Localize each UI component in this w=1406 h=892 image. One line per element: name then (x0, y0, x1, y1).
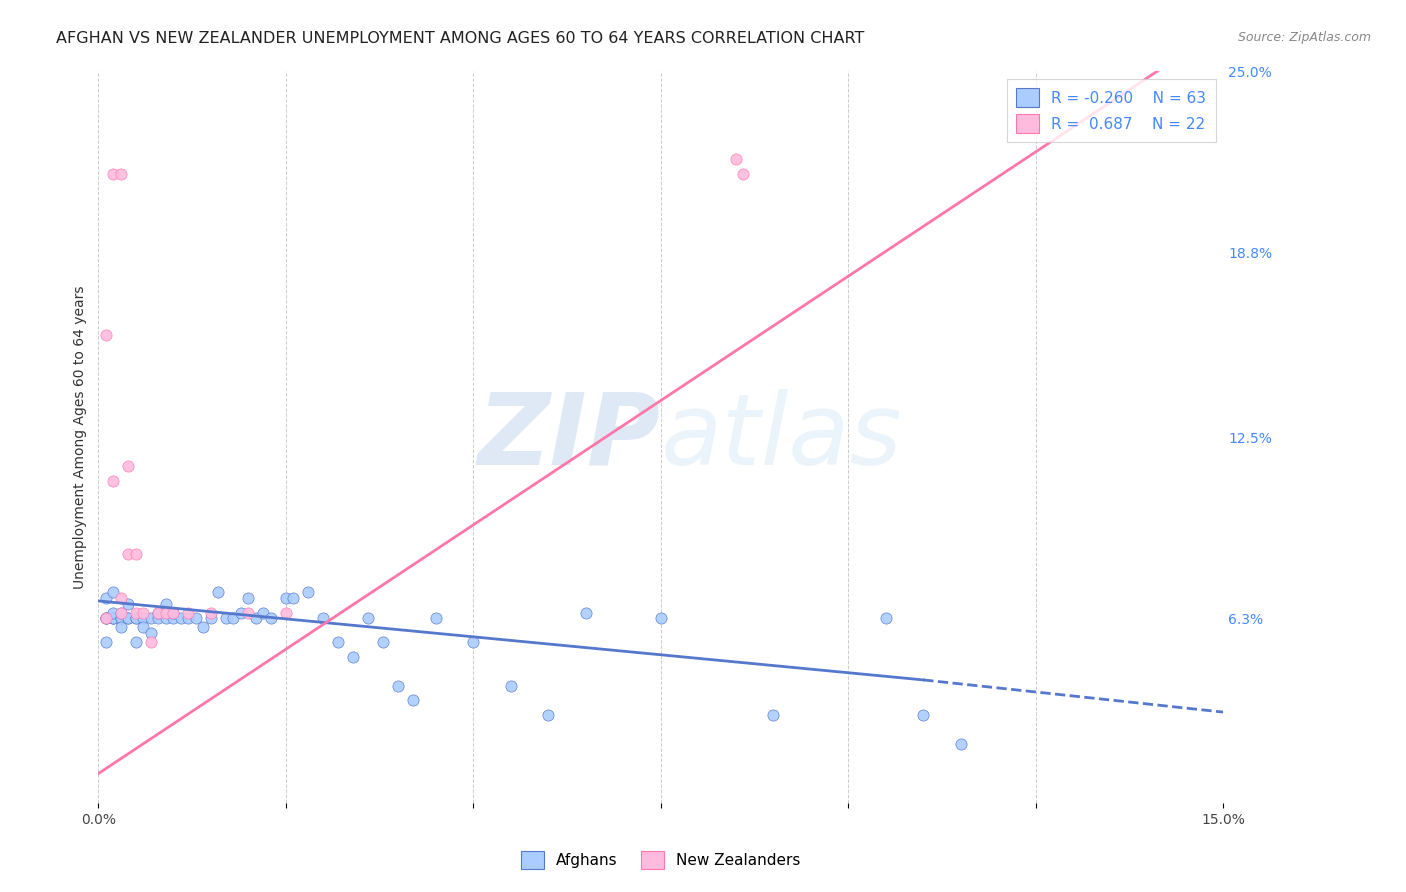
Text: Source: ZipAtlas.com: Source: ZipAtlas.com (1237, 31, 1371, 45)
Point (463, 635, 485, 649)
Point (177, 611, 200, 625)
Point (103, 167, 125, 181)
Point (103, 606, 125, 620)
Point (283, 591, 305, 605)
Point (387, 679, 409, 693)
Point (103, 611, 125, 625)
Point (103, 474, 125, 488)
Point (132, 606, 155, 620)
Point (184, 611, 207, 625)
Point (94, 591, 117, 605)
Point (229, 606, 252, 620)
Point (125, 611, 148, 625)
Point (260, 611, 283, 625)
Point (110, 620, 132, 634)
Point (733, 167, 755, 181)
Point (94, 327, 117, 342)
Point (575, 606, 598, 620)
Point (215, 611, 238, 625)
Point (949, 737, 972, 751)
Point (139, 626, 162, 640)
Point (110, 611, 132, 625)
Point (148, 611, 170, 625)
Point (110, 611, 132, 625)
Point (162, 606, 184, 620)
Point (155, 597, 177, 611)
Point (200, 611, 222, 625)
Point (125, 611, 148, 625)
Point (117, 611, 139, 625)
Point (252, 606, 274, 620)
Point (94, 611, 117, 625)
Point (312, 611, 335, 625)
Point (297, 585, 319, 599)
Point (148, 606, 170, 620)
Point (357, 611, 380, 625)
Point (912, 708, 935, 723)
Point (207, 585, 229, 599)
Text: ZIP: ZIP (478, 389, 661, 485)
Point (537, 708, 560, 723)
Legend: R = -0.260    N = 63, R =  0.687    N = 22: R = -0.260 N = 63, R = 0.687 N = 22 (1007, 79, 1216, 142)
Legend: Afghans, New Zealanders: Afghans, New Zealanders (515, 845, 807, 875)
Point (148, 606, 170, 620)
Point (274, 591, 297, 605)
Point (139, 635, 162, 649)
Point (274, 606, 297, 620)
Point (94, 611, 117, 625)
Point (117, 459, 139, 474)
Point (125, 606, 148, 620)
Point (724, 152, 747, 166)
Point (117, 597, 139, 611)
Point (762, 708, 785, 723)
Point (162, 611, 184, 625)
Point (177, 606, 200, 620)
Point (373, 635, 395, 649)
Point (162, 606, 184, 620)
Point (132, 620, 155, 634)
Point (125, 547, 148, 561)
Point (94, 611, 117, 625)
Point (155, 611, 177, 625)
Point (499, 679, 522, 693)
Point (132, 611, 155, 625)
Point (170, 611, 193, 625)
Point (125, 635, 148, 649)
Point (94, 635, 117, 649)
Point (94, 611, 117, 625)
Point (103, 585, 125, 599)
Point (875, 611, 897, 625)
Point (238, 591, 260, 605)
Point (110, 167, 132, 181)
Point (193, 620, 215, 634)
Point (103, 611, 125, 625)
Point (650, 611, 672, 625)
Point (117, 547, 139, 561)
Point (117, 611, 139, 625)
Point (155, 606, 177, 620)
Point (328, 635, 350, 649)
Point (222, 611, 245, 625)
Point (238, 606, 260, 620)
Point (402, 693, 425, 707)
Y-axis label: Unemployment Among Ages 60 to 64 years: Unemployment Among Ages 60 to 64 years (73, 285, 87, 589)
Point (110, 606, 132, 620)
Point (110, 591, 132, 605)
Point (110, 606, 132, 620)
Point (342, 649, 364, 664)
Point (200, 606, 222, 620)
Text: atlas: atlas (661, 389, 903, 485)
Point (425, 611, 447, 625)
Point (139, 611, 162, 625)
Text: AFGHAN VS NEW ZEALANDER UNEMPLOYMENT AMONG AGES 60 TO 64 YEARS CORRELATION CHART: AFGHAN VS NEW ZEALANDER UNEMPLOYMENT AMO… (56, 31, 865, 46)
Point (103, 611, 125, 625)
Point (245, 611, 267, 625)
